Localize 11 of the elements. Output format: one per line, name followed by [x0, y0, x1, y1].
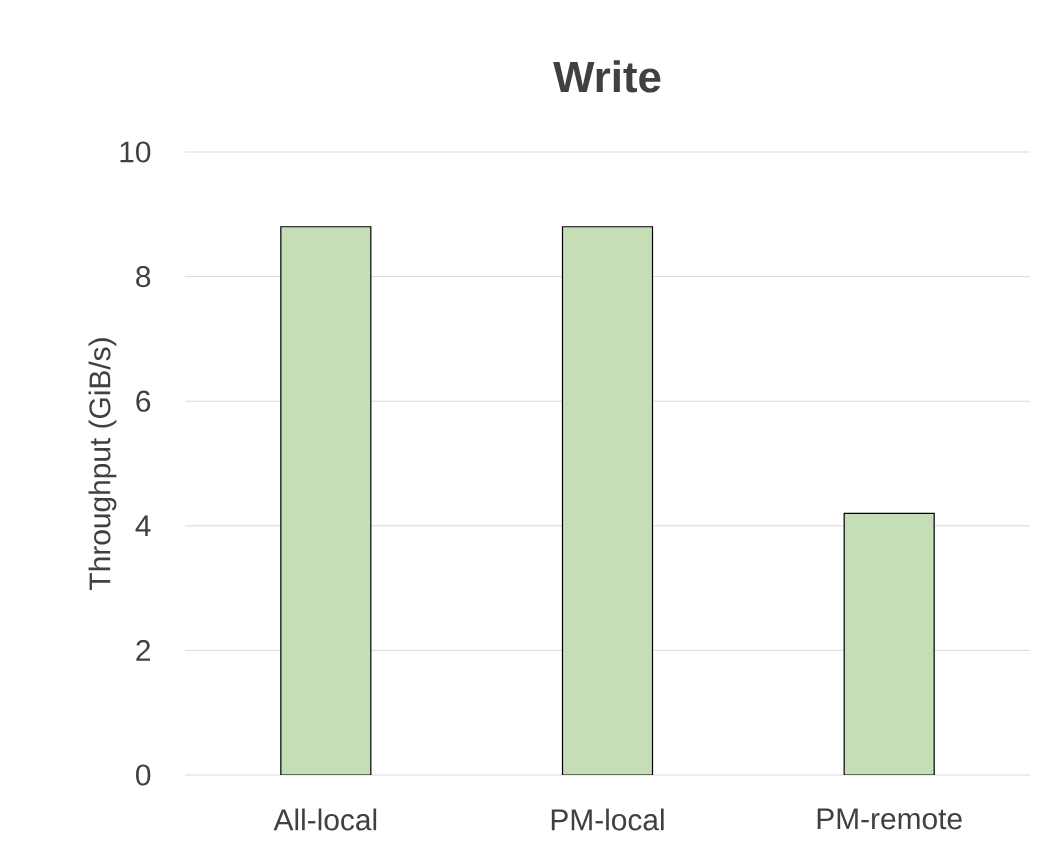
- y-tick-label: 8: [136, 266, 151, 288]
- chart-title: Write: [553, 60, 661, 93]
- x-tick-label: All-local: [273, 808, 377, 831]
- y-tick-label: 6: [136, 390, 151, 412]
- x-tick-label: PM-local: [551, 808, 664, 831]
- x-tick-label: PM-remote: [817, 808, 962, 830]
- y-tick-label: 10: [120, 141, 151, 163]
- y-tick-label: 2: [136, 639, 150, 661]
- y-axis-title: Throughput (GiB/s): [88, 338, 117, 590]
- y-tick-label: 0: [136, 764, 151, 786]
- y-tick-label: 4: [135, 515, 151, 537]
